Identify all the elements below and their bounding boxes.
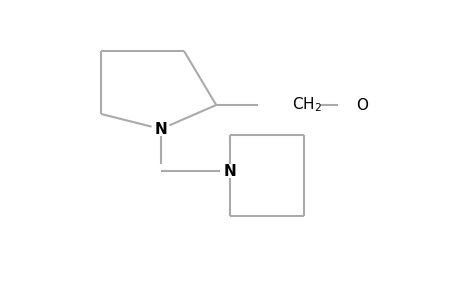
Text: N: N [223, 164, 236, 178]
Text: N: N [154, 122, 167, 136]
Text: O: O [356, 98, 368, 112]
Text: CH$_2$: CH$_2$ [291, 96, 321, 114]
